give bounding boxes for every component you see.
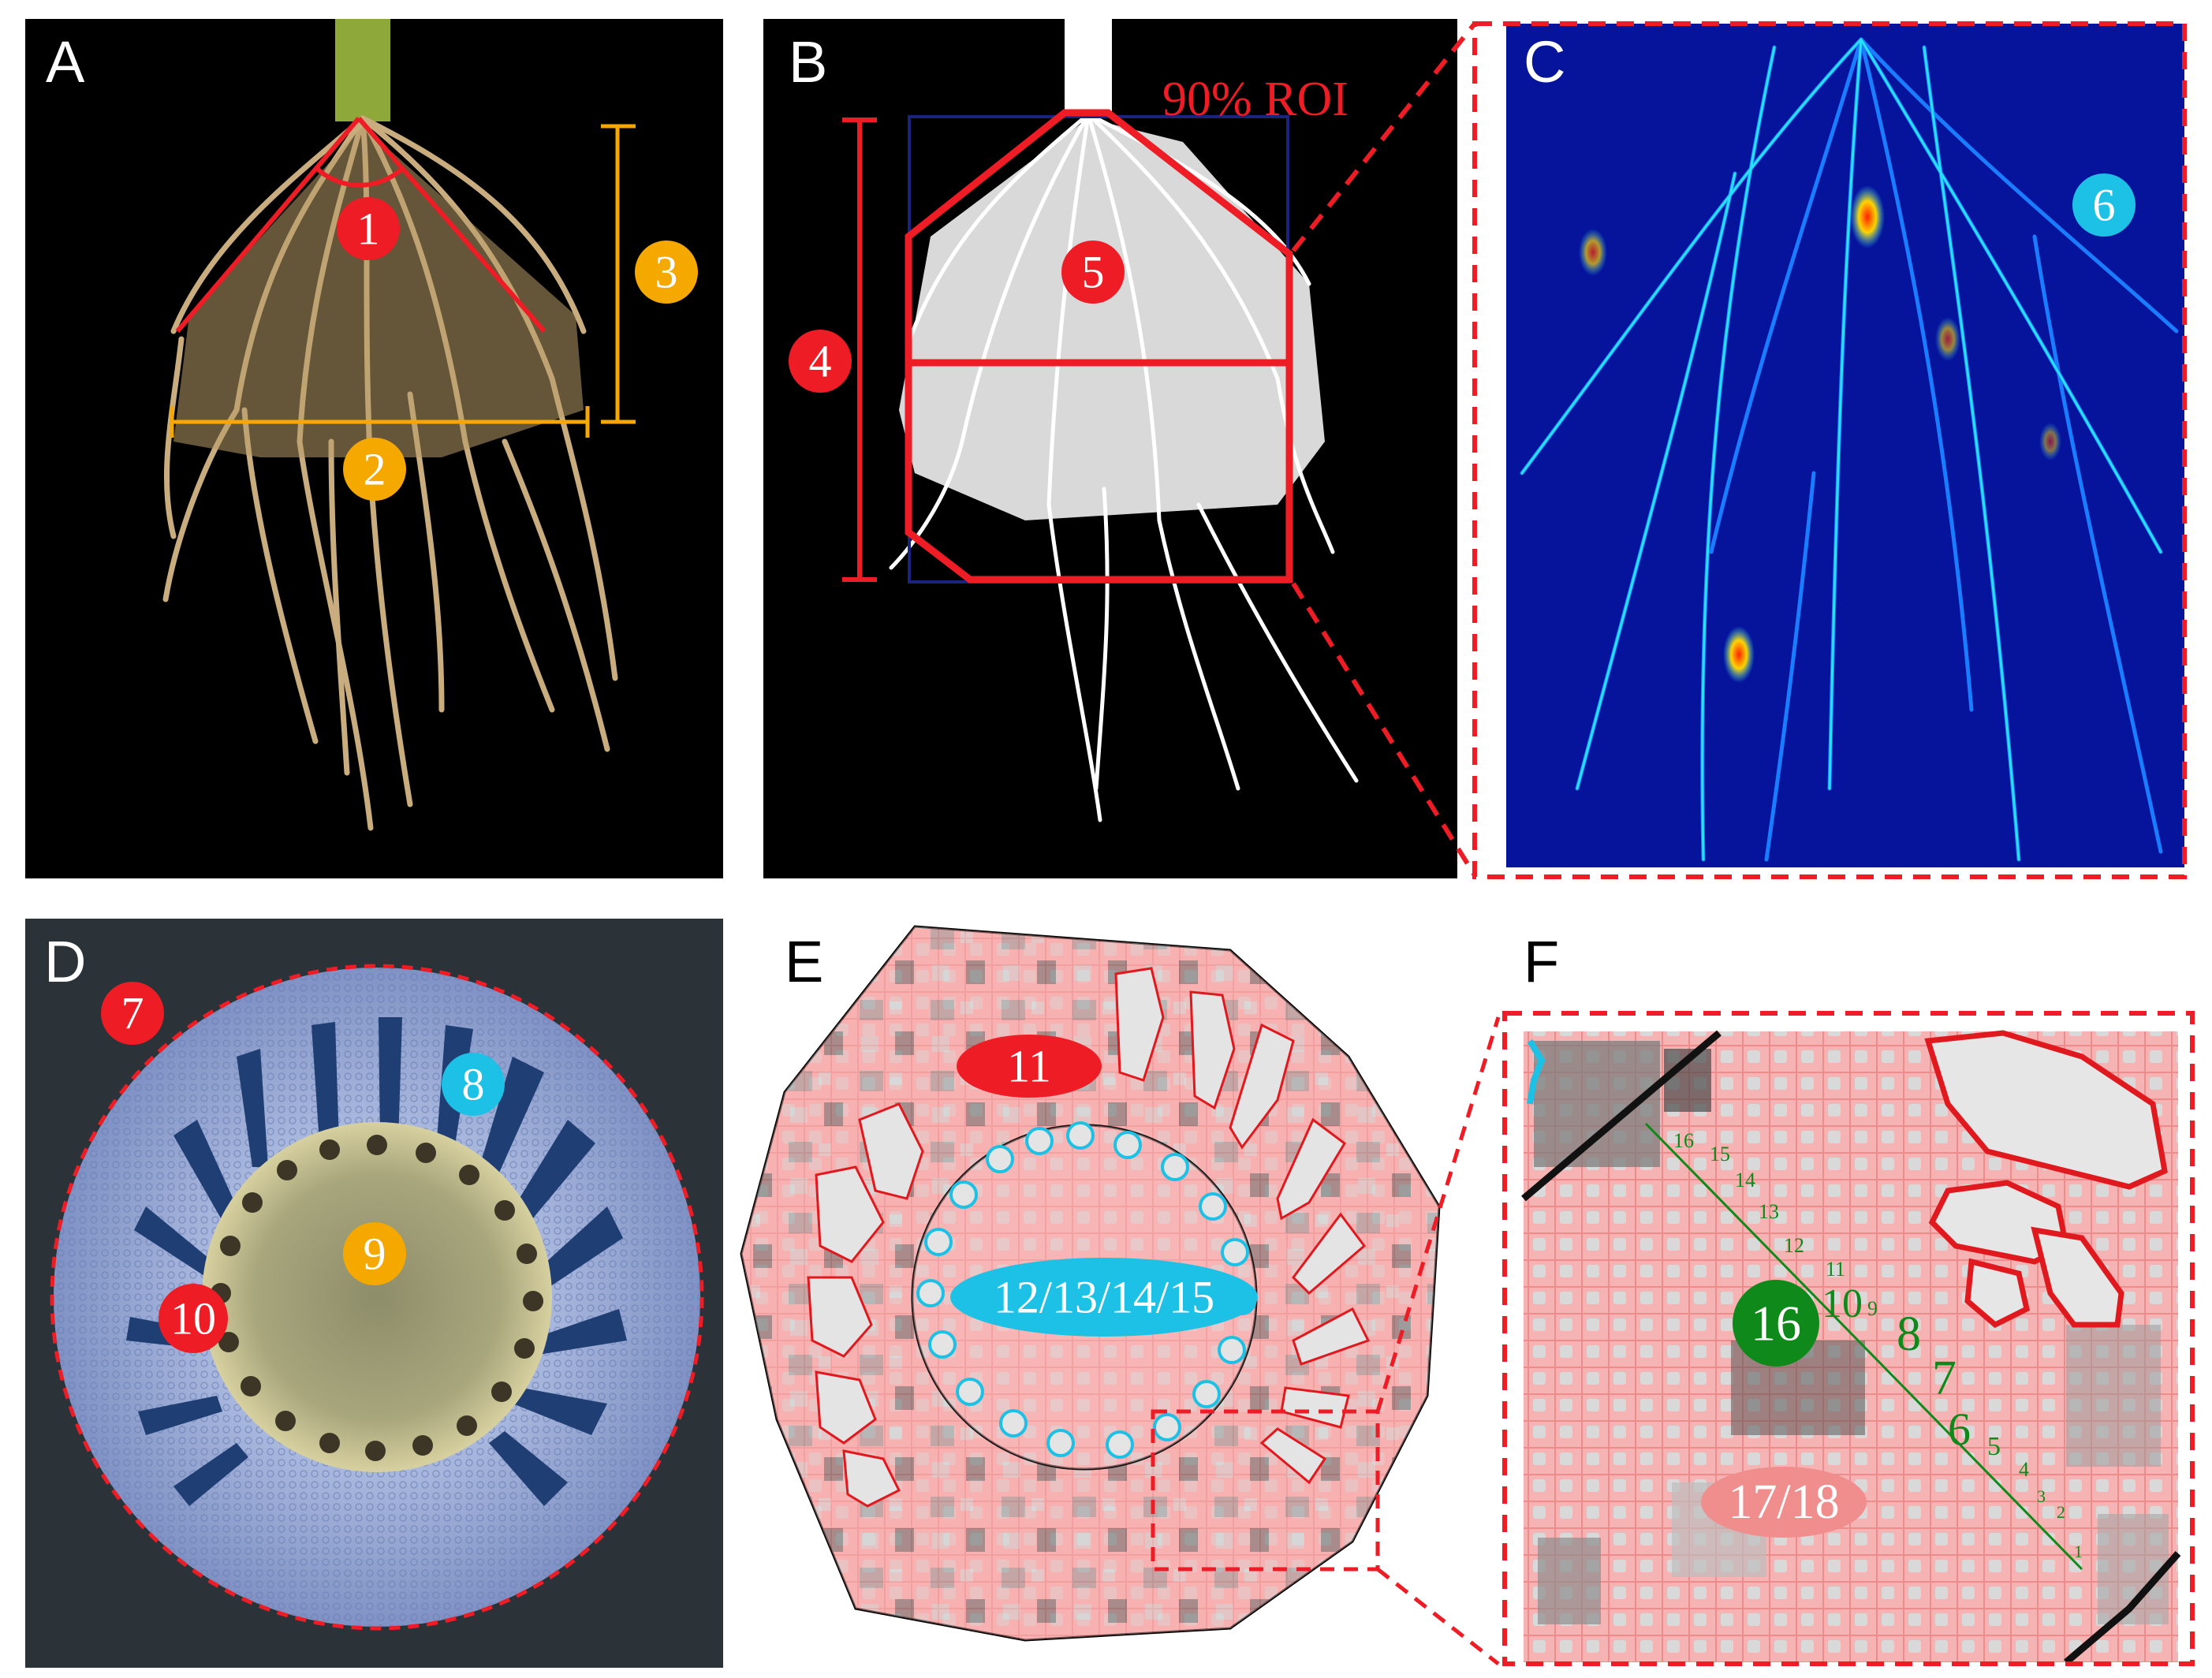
angle-lines: [175, 117, 546, 333]
svg-text:8: 8: [462, 1059, 485, 1110]
heatmap-background: [1506, 24, 2184, 867]
badge-3: 3: [635, 241, 698, 304]
badge-10: 10: [159, 1284, 228, 1353]
panel-c: C 6: [1472, 21, 2187, 879]
svg-text:6: 6: [2093, 180, 2116, 231]
svg-text:12: 12: [1784, 1234, 1804, 1257]
xylem-vessels: [211, 1135, 543, 1461]
width-line: [170, 406, 590, 438]
roi-polygon: [905, 109, 1293, 584]
zoom-connector-bc: [1291, 22, 1477, 877]
root-binary-bulk: [899, 118, 1325, 520]
panel-f: 1 2 3 4 5 6 7 8 9 10 11 12 13 14 15 16 F…: [1502, 929, 2195, 1666]
svg-text:9: 9: [364, 1229, 386, 1280]
svg-text:4: 4: [2019, 1458, 2029, 1481]
ruler-ticks: 1 2 3 4 5 6 7 8 9 10 11 12 13 14 15 16: [1673, 1129, 2083, 1561]
badge-11: 11: [957, 1035, 1102, 1098]
root-bulk: [173, 126, 584, 457]
depth-line: [601, 124, 636, 424]
panel-a: A 1 2 3: [25, 19, 723, 878]
zoom-connector-ef: [1375, 1016, 1501, 1665]
svg-text:17/18: 17/18: [1728, 1475, 1839, 1529]
aerenchyma-outlines: [807, 967, 1371, 1508]
svg-text:3: 3: [655, 247, 678, 298]
cyan-fragment: [1527, 1038, 1546, 1105]
height-marker: [842, 117, 877, 582]
badge-2: 2: [343, 438, 406, 501]
svg-text:15: 15: [1710, 1143, 1730, 1165]
svg-text:11: 11: [1007, 1041, 1051, 1092]
zoom-frame-f: [1502, 1011, 2195, 1666]
badge-7: 7: [101, 982, 164, 1045]
svg-text:3: 3: [2037, 1486, 2046, 1506]
svg-text:16: 16: [1751, 1296, 1801, 1352]
svg-text:11: 11: [1826, 1258, 1845, 1281]
svg-text:13: 13: [1759, 1200, 1779, 1223]
svg-text:5: 5: [1987, 1432, 2001, 1461]
measurement-line: [1644, 1122, 2083, 1571]
panel-label-f: F: [1524, 929, 1559, 994]
xylem-outlines: [916, 1121, 1256, 1459]
heatmap-roots-bright: [1520, 38, 2162, 861]
svg-text:12/13/14/15: 12/13/14/15: [994, 1272, 1214, 1323]
stele: [202, 1122, 552, 1472]
badge-12-13-14-15: 12/13/14/15: [950, 1258, 1258, 1337]
badge-4: 4: [789, 330, 852, 393]
badge-9: 9: [343, 1222, 406, 1285]
panel-label-e: E: [785, 929, 823, 994]
panel-label-a: A: [46, 29, 85, 95]
panel-label-c: C: [1524, 29, 1565, 95]
badge-16: 16: [1733, 1280, 1819, 1367]
svg-text:8: 8: [1897, 1307, 1921, 1361]
zoom-frame-c: [1472, 21, 2187, 879]
svg-text:2: 2: [2057, 1502, 2065, 1522]
panel-label-b: B: [789, 29, 827, 95]
svg-text:16: 16: [1673, 1129, 1694, 1152]
heatmap-hotspots: [1579, 185, 2061, 683]
badge-17-18: 17/18: [1701, 1467, 1867, 1538]
svg-text:7: 7: [121, 988, 144, 1039]
badge-1: 1: [337, 197, 400, 260]
stem: [335, 19, 390, 121]
svg-text:7: 7: [1932, 1352, 1956, 1405]
svg-text:5: 5: [1082, 247, 1105, 298]
aerenchyma-zoom: [1924, 1030, 2168, 1329]
zoom-region-e: [1151, 1409, 1380, 1572]
svg-text:10: 10: [170, 1293, 216, 1344]
panel-label-d: D: [44, 929, 86, 994]
panel-b: B 90% ROI 4 5: [763, 19, 1477, 878]
epidermis-edge-bottom: [2064, 1551, 2181, 1665]
badge-8: 8: [442, 1053, 505, 1116]
svg-text:1: 1: [2074, 1542, 2083, 1561]
svg-text:9: 9: [1867, 1297, 1878, 1320]
svg-text:6: 6: [1948, 1404, 1971, 1455]
stem-binary: [1065, 19, 1112, 114]
outline-d: [50, 964, 704, 1631]
svg-text:1: 1: [357, 203, 380, 255]
epidermis-edge: [1521, 1030, 1721, 1202]
svg-text:10: 10: [1822, 1281, 1863, 1326]
roi-label: 90% ROI: [1162, 73, 1348, 126]
svg-text:14: 14: [1735, 1169, 1755, 1191]
badge-6: 6: [2072, 173, 2136, 237]
panel-d: D 7 8 9 10: [25, 919, 723, 1668]
svg-text:4: 4: [809, 336, 832, 387]
svg-text:2: 2: [364, 444, 386, 495]
panel-e: E 11 12/13/14/15: [740, 925, 1501, 1665]
badge-5: 5: [1061, 241, 1125, 304]
